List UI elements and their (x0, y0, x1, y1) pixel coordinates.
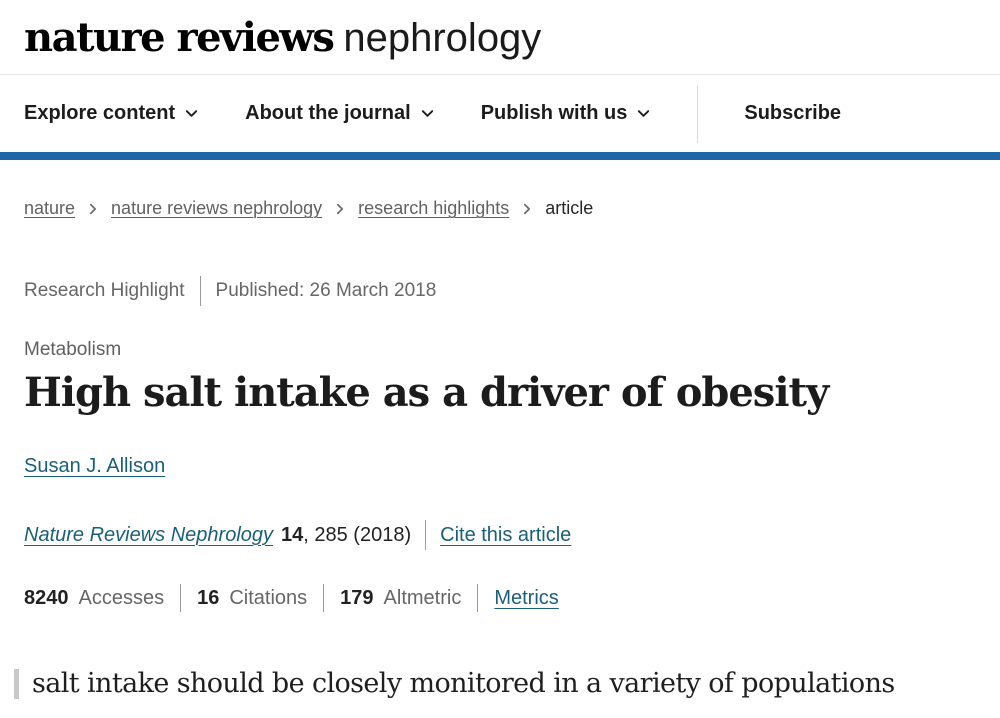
metric-altmetric-value: 179 (340, 586, 374, 609)
metric-citations-label: Citations (229, 586, 308, 609)
author-link[interactable]: Susan J. Allison (24, 455, 166, 477)
nav-about-the-journal-label: About the journal (245, 102, 411, 124)
pullquote: salt intake should be closely monitored … (14, 668, 976, 699)
article-main: nature nature reviews nephrology researc… (0, 198, 1000, 699)
cite-this-article-link[interactable]: Cite this article (440, 523, 572, 546)
metric-accesses: 8240 Accesses (24, 587, 164, 610)
metric-accesses-label: Accesses (78, 586, 165, 609)
metrics-row: 8240 Accesses 16 Citations 179 Altmetric… (24, 584, 976, 612)
nav-divider (697, 84, 699, 143)
metric-accesses-value: 8240 (24, 586, 69, 609)
breadcrumb-current: article (545, 198, 594, 218)
logo-journal-name: nephrology (343, 15, 542, 60)
main-nav: Explore content About the journal Publis… (0, 75, 1000, 152)
citation-row: Nature Reviews Nephrology 14 , 285 (2018… (24, 520, 976, 550)
published-date: Published: 26 March 2018 (215, 280, 437, 301)
breadcrumb-link-research-highlights[interactable]: research highlights (358, 198, 510, 218)
author-row: Susan J. Allison (24, 455, 976, 478)
nav-publish-with-us[interactable]: Publish with us (481, 102, 652, 125)
article-meta-row: Research Highlight Published: 26 March 2… (24, 276, 976, 306)
nav-subscribe[interactable]: Subscribe (744, 102, 842, 124)
citation-volume: 14 (281, 523, 304, 546)
journal-logo[interactable]: nature reviews nephrology (24, 14, 541, 61)
metrics-divider (323, 584, 325, 612)
pullquote-text: salt intake should be closely monitored … (32, 668, 895, 699)
nav-publish-with-us-label: Publish with us (480, 102, 628, 124)
citation-divider (425, 520, 427, 550)
chevron-right-icon (524, 203, 531, 214)
metrics-divider (180, 584, 182, 612)
metric-altmetric: 179 Altmetric (340, 587, 461, 610)
metrics-divider (477, 584, 479, 612)
chevron-down-icon (421, 110, 433, 117)
chevron-right-icon (337, 203, 344, 214)
subject-label: Metabolism (24, 339, 122, 360)
chevron-right-icon (89, 203, 97, 214)
chevron-down-icon (638, 110, 650, 117)
metric-citations: 16 Citations (197, 587, 307, 610)
accent-bar (0, 152, 1000, 160)
metrics-link[interactable]: Metrics (494, 586, 559, 609)
meta-divider (199, 276, 201, 306)
nav-explore-content-label: Explore content (24, 102, 176, 124)
journal-link[interactable]: Nature Reviews Nephrology (24, 523, 274, 546)
nav-explore-content[interactable]: Explore content (24, 102, 199, 125)
article-title: High salt intake as a driver of obesity (24, 369, 829, 416)
site-header: nature reviews nephrology (0, 0, 1000, 75)
nav-about-the-journal[interactable]: About the journal (245, 102, 435, 125)
chevron-down-icon (186, 110, 198, 117)
metric-citations-value: 16 (197, 586, 220, 609)
breadcrumb: nature nature reviews nephrology researc… (24, 198, 976, 219)
citation-pages: , 285 (2018) (303, 523, 412, 546)
breadcrumb-link-nature[interactable]: nature (24, 198, 76, 218)
article-type-label: Research Highlight (24, 280, 185, 301)
logo-nature-reviews: nature reviews (24, 13, 335, 61)
metric-altmetric-label: Altmetric (383, 586, 462, 609)
quote-bar (14, 668, 19, 699)
breadcrumb-link-nature-reviews-nephrology[interactable]: nature reviews nephrology (111, 198, 323, 218)
